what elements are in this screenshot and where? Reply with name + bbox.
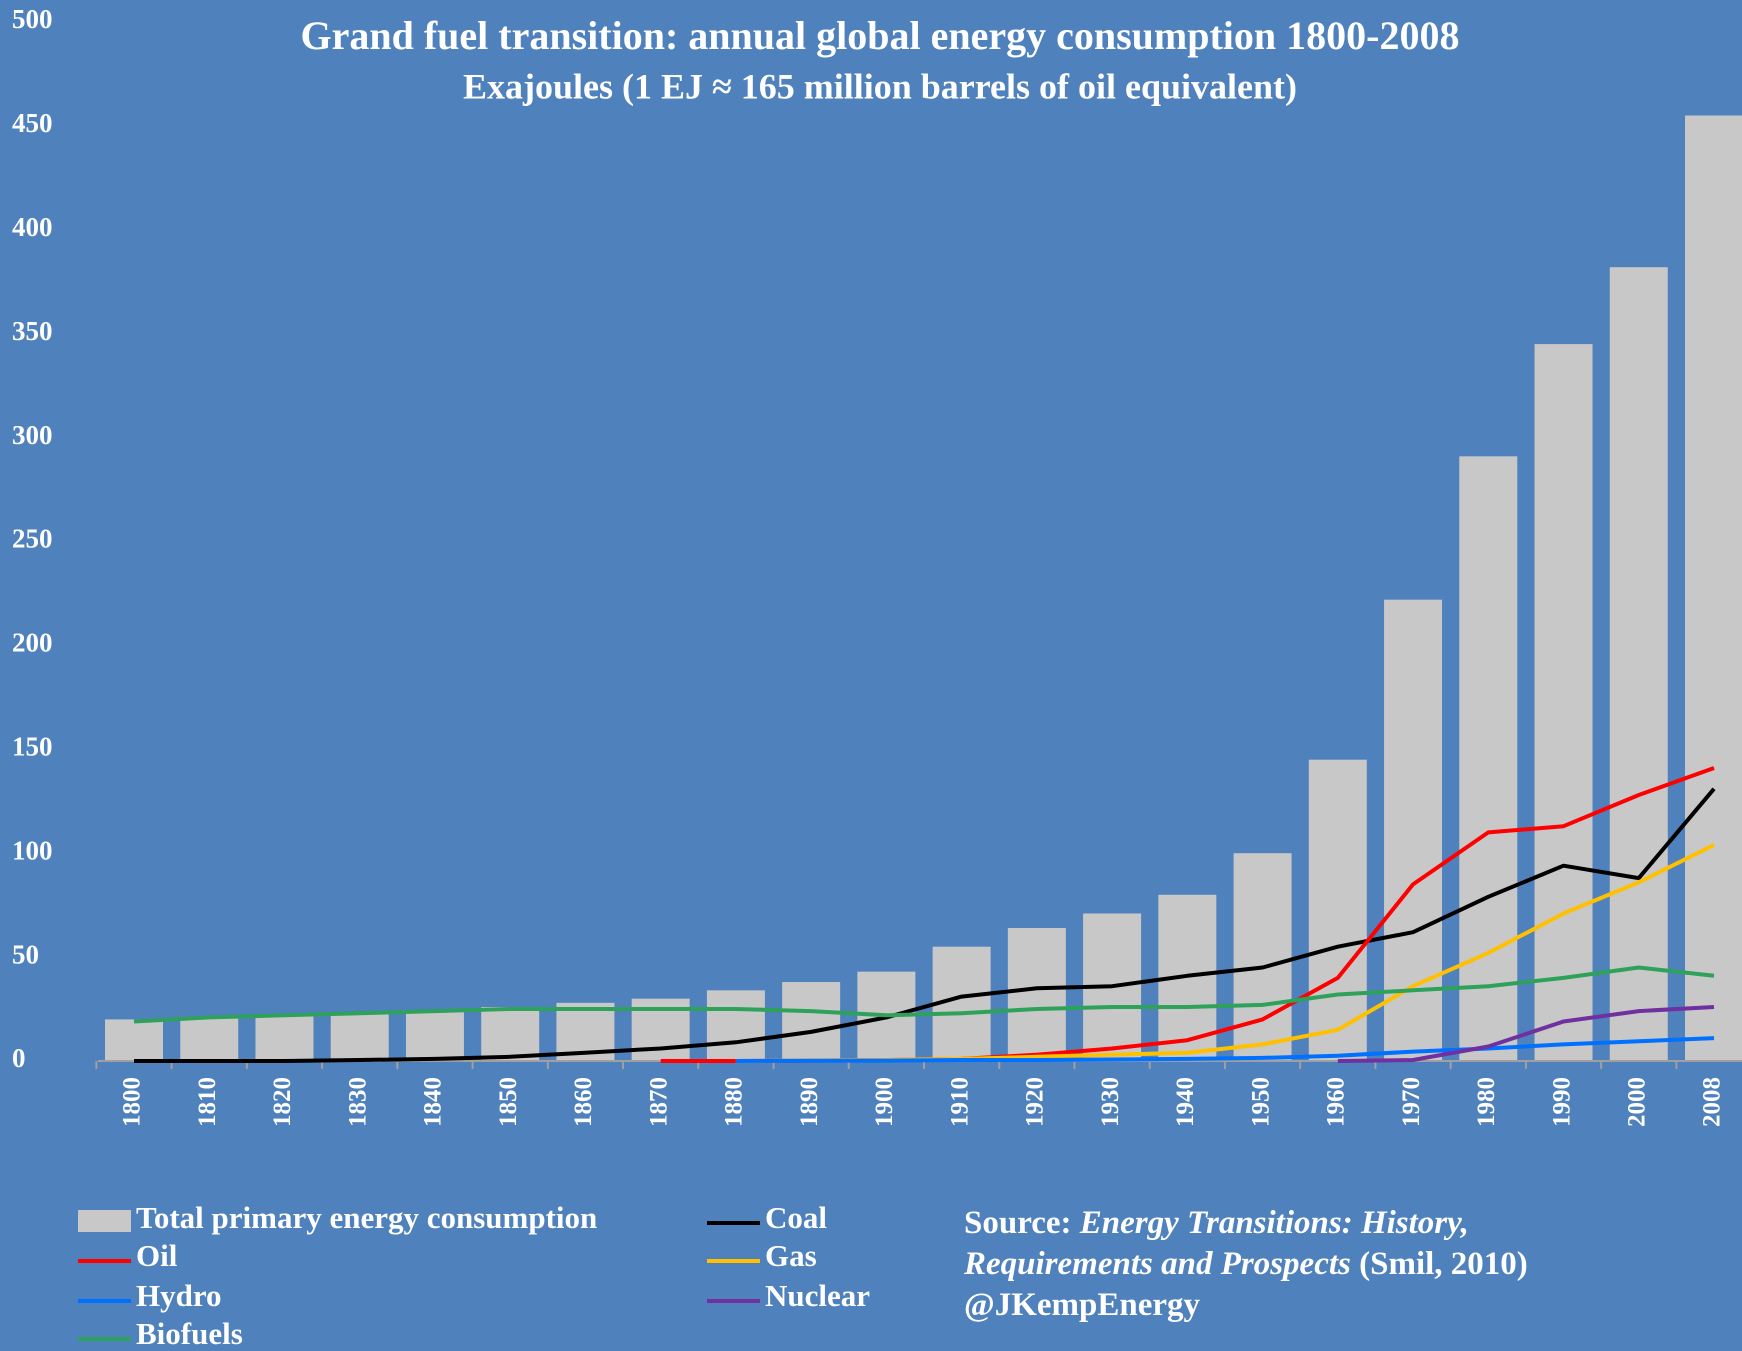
y-tick-label: 300 <box>12 420 53 450</box>
chart-title: Grand fuel transition: annual global ene… <box>300 13 1459 58</box>
x-tick-label: 1940 <box>1172 1077 1199 1127</box>
y-tick-label: 500 <box>12 4 53 34</box>
line-series <box>735 1036 1715 1063</box>
legend-label: Gas <box>765 1238 817 1273</box>
x-tick-label: 1900 <box>871 1077 898 1127</box>
x-tick-label: 1970 <box>1398 1077 1425 1127</box>
y-tick-label: 0 <box>12 1043 26 1073</box>
bar <box>1233 853 1292 1061</box>
y-tick-label: 150 <box>12 732 53 762</box>
x-tick-label: 1880 <box>721 1077 748 1127</box>
bar <box>1007 928 1066 1061</box>
x-tick-label: 1950 <box>1247 1077 1274 1127</box>
x-tick-label: 2008 <box>1699 1077 1726 1127</box>
x-tick-label: 2000 <box>1623 1077 1650 1127</box>
x-tick-label: 1910 <box>946 1077 973 1127</box>
y-tick-label: 400 <box>12 212 53 242</box>
y-tick-label: 50 <box>12 939 39 969</box>
x-tick-label: 1830 <box>344 1077 371 1127</box>
bar <box>1459 456 1518 1061</box>
x-tick-label: 1990 <box>1548 1077 1575 1127</box>
bar <box>1685 115 1742 1061</box>
bar <box>782 982 841 1061</box>
x-tick-label: 1960 <box>1323 1077 1350 1127</box>
source-title: Energy Transitions: History, Requirement… <box>964 1205 1469 1282</box>
bar <box>255 1015 314 1061</box>
x-tick-label: 1850 <box>495 1077 522 1127</box>
y-tick-label: 450 <box>12 108 53 138</box>
line-series <box>133 965 1715 1024</box>
x-tick-label: 1820 <box>269 1077 296 1127</box>
bar <box>706 990 765 1061</box>
x-tick-label: 1890 <box>796 1077 823 1127</box>
y-tick-label: 250 <box>12 524 53 554</box>
y-tick-label: 200 <box>12 628 53 658</box>
x-tick-label: 1860 <box>570 1077 597 1127</box>
source-note: Source: Energy Transitions: History, Req… <box>964 1203 1664 1326</box>
legend-label: Coal <box>765 1200 827 1235</box>
x-tick-label: 1870 <box>645 1077 672 1127</box>
legend-label: Oil <box>136 1238 178 1273</box>
legend-label: Total primary energy consumption <box>136 1200 597 1235</box>
bar <box>105 1019 163 1061</box>
y-tick-label: 100 <box>12 835 53 865</box>
legend-label: Hydro <box>136 1278 222 1313</box>
x-tick-label: 1800 <box>119 1077 146 1127</box>
bar <box>405 1011 464 1061</box>
x-tick-label: 1840 <box>420 1077 447 1127</box>
bar <box>1534 344 1593 1062</box>
bar <box>481 1006 540 1061</box>
bar <box>180 1017 239 1061</box>
legend-swatch <box>78 1210 131 1232</box>
x-tick-label: 1810 <box>194 1077 221 1127</box>
x-tick-label: 1930 <box>1097 1077 1124 1127</box>
bar <box>330 1013 389 1061</box>
legend-label: Biofuels <box>136 1316 243 1351</box>
bar <box>1308 759 1367 1061</box>
line-series <box>1337 1005 1715 1063</box>
credit: @JKempEnergy <box>964 1287 1201 1323</box>
bar <box>1609 267 1668 1062</box>
legend-label: Nuclear <box>765 1278 870 1313</box>
x-tick-label: 1980 <box>1473 1077 1500 1127</box>
y-tick-label: 350 <box>12 316 53 346</box>
x-tick-label: 1920 <box>1022 1077 1049 1127</box>
source-citation: (Smil, 2010) <box>1359 1246 1528 1282</box>
chart-subtitle: Exajoules (1 EJ ≈ 165 million barrels of… <box>463 66 1297 106</box>
source-label: Source: <box>964 1205 1072 1241</box>
line-series <box>134 787 1716 1063</box>
